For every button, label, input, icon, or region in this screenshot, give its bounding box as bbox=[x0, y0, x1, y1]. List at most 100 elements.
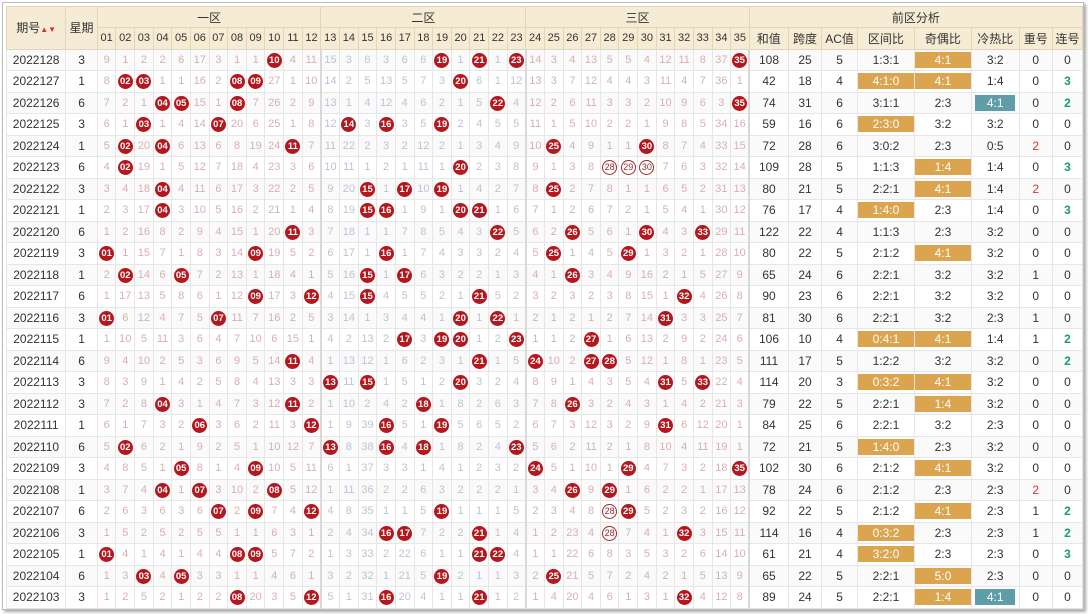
num-cell-miss: 24 bbox=[711, 328, 732, 351]
sum-cell: 72 bbox=[748, 134, 789, 157]
num-cell-miss: 5 bbox=[692, 564, 713, 587]
issue-cell: 2022114 bbox=[5, 349, 67, 372]
repeat-cell: 0 bbox=[1018, 457, 1053, 480]
num-cell-miss: 6 bbox=[637, 478, 657, 501]
num-cell-miss: 3 bbox=[376, 306, 396, 329]
drawn-ball: 03 bbox=[136, 568, 152, 584]
drawn-ball: 25 bbox=[546, 246, 562, 262]
num-cell-miss: 1 bbox=[618, 177, 639, 200]
num-cell-miss: 3 bbox=[655, 242, 676, 265]
analysis-header: 前区分析 bbox=[748, 6, 1083, 28]
consec-cell: 3 bbox=[1051, 199, 1083, 222]
num-cell-miss: 8 bbox=[134, 392, 154, 415]
num-cell-miss: 5 bbox=[637, 543, 657, 566]
drawn-ball: 19 bbox=[434, 117, 450, 133]
drawn-ball: 01 bbox=[99, 310, 115, 326]
col-num-04: 04 bbox=[152, 27, 173, 50]
num-cell-hit: 15 bbox=[357, 371, 378, 394]
col-num-19: 19 bbox=[432, 27, 452, 50]
drawn-ball: 25 bbox=[546, 138, 562, 154]
num-cell-miss: 14 bbox=[189, 113, 210, 136]
drawn-ball: 21 bbox=[471, 353, 487, 369]
num-cell-miss: 5 bbox=[469, 91, 490, 114]
span-cell: 30 bbox=[787, 306, 823, 329]
num-cell-miss: 1 bbox=[189, 392, 210, 415]
repeat-cell: 0 bbox=[1018, 48, 1053, 71]
num-cell-miss: 13 bbox=[357, 328, 378, 351]
drawn-ball: 02 bbox=[117, 160, 133, 176]
weekday-cell: 1 bbox=[65, 328, 98, 351]
num-cell-miss: 24 bbox=[264, 134, 285, 157]
repeat-cell: 2 bbox=[1018, 177, 1053, 200]
num-cell-hit: 32 bbox=[674, 521, 694, 544]
num-cell-hit: 35 bbox=[730, 91, 751, 114]
issue-cell: 2022120 bbox=[5, 220, 67, 243]
num-cell-miss: 4 bbox=[339, 521, 359, 544]
num-cell-hit: 29 bbox=[618, 156, 639, 179]
num-cell-miss: 4 bbox=[674, 199, 694, 222]
num-cell-hit: 21 bbox=[469, 48, 490, 71]
drawn-ball: 26 bbox=[564, 482, 580, 498]
drawn-ball: 15 bbox=[359, 267, 375, 283]
num-cell-miss: 16 bbox=[134, 220, 154, 243]
num-cell-miss: 12 bbox=[283, 435, 303, 458]
drawn-ball: 18 bbox=[415, 396, 431, 412]
num-cell-hit: 09 bbox=[245, 285, 266, 308]
sum-cell: 65 bbox=[748, 564, 789, 587]
num-cell-miss: 2 bbox=[488, 328, 508, 351]
col-odd-even: 奇偶比 bbox=[913, 27, 972, 50]
num-cell-miss: 3 bbox=[599, 414, 620, 437]
drawn-ball: 13 bbox=[322, 375, 338, 391]
num-cell-miss: 3 bbox=[152, 414, 173, 437]
num-cell-miss: 10 bbox=[264, 435, 285, 458]
consec-cell: 0 bbox=[1051, 242, 1083, 265]
weekday-cell: 1 bbox=[65, 543, 98, 566]
num-cell-miss: 3 bbox=[637, 392, 657, 415]
num-cell-miss: 4 bbox=[96, 156, 117, 179]
hot-cold-cell: 3:2 bbox=[970, 371, 1020, 394]
num-cell-miss: 13 bbox=[189, 134, 210, 157]
num-cell-miss: 3 bbox=[208, 564, 229, 587]
num-cell-miss: 6 bbox=[227, 414, 247, 437]
num-cell-miss: 2 bbox=[171, 220, 191, 243]
num-cell-hit: 24 bbox=[525, 457, 545, 480]
num-cell-hit: 08 bbox=[227, 91, 247, 114]
num-cell-miss: 3 bbox=[562, 156, 583, 179]
num-cell-miss: 5 bbox=[730, 349, 751, 372]
weekday-cell: 6 bbox=[65, 91, 98, 114]
num-cell-miss: 4 bbox=[208, 392, 229, 415]
num-cell-miss: 3 bbox=[189, 349, 210, 372]
num-cell-miss: 3 bbox=[208, 414, 229, 437]
num-cell-miss: 6 bbox=[469, 414, 490, 437]
num-cell-hit: 08 bbox=[227, 586, 247, 609]
num-cell-miss: 11 bbox=[525, 113, 545, 136]
num-cell-miss: 6 bbox=[152, 500, 173, 523]
num-cell-miss: 4 bbox=[283, 263, 303, 286]
num-cell-miss: 6 bbox=[692, 91, 713, 114]
num-cell-miss: 1 bbox=[562, 371, 583, 394]
col-num-35: 35 bbox=[730, 27, 750, 50]
num-cell-hit: 04 bbox=[152, 134, 173, 157]
zone-ratio-cell: 4:1:0 bbox=[856, 70, 915, 93]
num-cell-miss: 32 bbox=[357, 564, 378, 587]
weekday-cell: 3 bbox=[65, 457, 98, 480]
num-cell-miss: 30 bbox=[711, 199, 732, 222]
drawn-ball: 31 bbox=[658, 375, 674, 391]
table-row: 2022110 6 5 02 6 2 1 9 2 5 1 10 12 7 13 8 38 16 4 18 1 8 2 4 23 5… bbox=[5, 435, 1083, 458]
num-cell-miss: 6 bbox=[96, 414, 117, 437]
num-cell-miss: 14 bbox=[711, 543, 732, 566]
consecutive-ring: 30 bbox=[639, 160, 655, 176]
num-cell-miss: 15 bbox=[730, 134, 751, 157]
num-cell-miss: 4 bbox=[152, 564, 173, 587]
num-cell-miss: 2 bbox=[655, 263, 676, 286]
num-cell-miss: 1 bbox=[96, 521, 117, 544]
num-cell-miss: 8 bbox=[96, 371, 117, 394]
col-num-02: 02 bbox=[115, 27, 136, 50]
col-issue[interactable]: 期号▲▼ bbox=[5, 6, 67, 50]
num-cell-miss: 2 bbox=[674, 242, 694, 265]
sort-arrows-icon[interactable]: ▲▼ bbox=[40, 25, 57, 35]
issue-cell: 2022106 bbox=[5, 521, 67, 544]
num-cell-miss: 2 bbox=[469, 478, 490, 501]
weekday-cell: 6 bbox=[65, 435, 98, 458]
col-num-12: 12 bbox=[301, 27, 322, 50]
